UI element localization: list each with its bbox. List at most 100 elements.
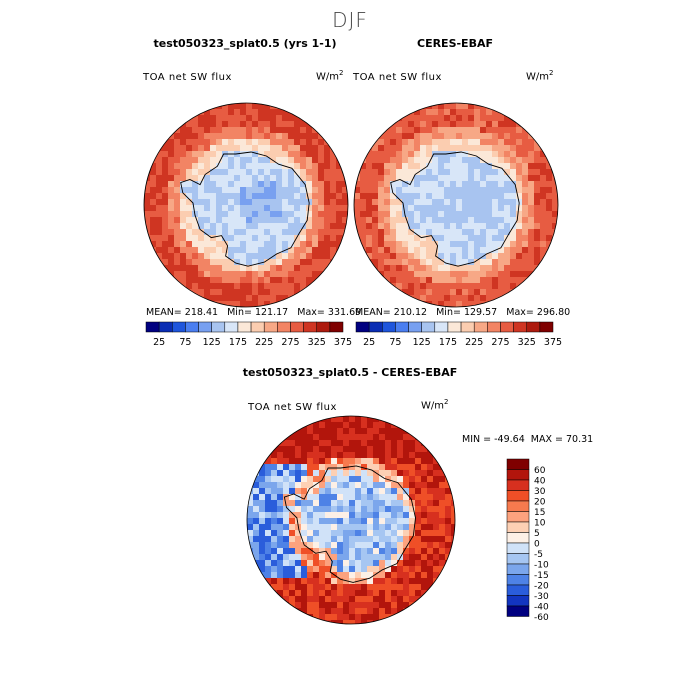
colorbar-tick-label: 20 <box>534 498 546 508</box>
colorbar-swatch <box>513 321 527 333</box>
colorbar-swatch <box>506 479 530 491</box>
colorbar-swatch <box>506 458 530 470</box>
colorbar-swatch <box>158 321 173 333</box>
colorbar-tick-label: 60 <box>534 466 546 476</box>
colorbar-swatch <box>506 553 530 565</box>
colorbar-swatch <box>434 321 449 333</box>
colorbar-swatch <box>506 595 530 607</box>
colorbar-swatch <box>237 321 252 333</box>
colorbar-swatch <box>421 321 436 333</box>
colorbar-tick-label: 10 <box>534 519 546 529</box>
colorbar-tick-label: 25 <box>153 337 165 348</box>
colorbar-tick-label: 225 <box>255 337 273 348</box>
colorbar-swatch <box>145 321 160 333</box>
colorbar-swatch <box>473 321 488 333</box>
colorbar-swatch <box>368 321 383 333</box>
colorbar-tick-label: 40 <box>534 477 546 487</box>
colorbar-tick-label: 25 <box>363 337 375 348</box>
colorbar-swatch <box>303 321 317 333</box>
colorbar-swatch <box>316 321 331 333</box>
colorbar-tick-label: -5 <box>534 550 543 560</box>
panel-3-units: W/m2 <box>421 398 449 412</box>
panel-2-variable: TOA net SW flux <box>353 72 442 83</box>
colorbar-tick-label: 175 <box>229 337 247 348</box>
colorbar-swatch <box>224 321 239 333</box>
colorbar-tick-label: 375 <box>334 337 352 348</box>
colorbar-swatch <box>506 584 530 596</box>
panel-3-title: test050323_splat0.5 - CERES-EBAF <box>242 366 458 379</box>
antarctica-coastline-2 <box>390 151 520 267</box>
colorbar-tick-label: 125 <box>203 337 221 348</box>
colorbar-swatch <box>539 321 554 333</box>
colorbar-swatch <box>506 490 530 502</box>
colorbar-swatch <box>460 321 475 333</box>
panel-1-stats: MEAN= 218.41 Min= 121.17 Max= 331.69 <box>146 307 362 318</box>
map-panel-2 <box>353 102 559 308</box>
colorbar-tick-label: 125 <box>413 337 431 348</box>
colorbar-swatch <box>526 321 541 333</box>
map-border-1 <box>143 102 349 308</box>
colorbar-swatch <box>506 532 530 544</box>
colorbar-tick-label: 325 <box>308 337 326 348</box>
map-field-1 <box>144 103 348 307</box>
panel-1-units: W/m2 <box>316 69 344 83</box>
colorbar-swatch <box>355 321 370 333</box>
colorbar-swatch <box>487 321 501 333</box>
colorbar-swatch <box>382 321 396 333</box>
colorbar-swatch <box>290 321 304 333</box>
panel-3-variable: TOA net SW flux <box>248 402 337 413</box>
map-border-3 <box>246 415 456 625</box>
colorbar-tick-label: -40 <box>534 603 549 613</box>
colorbar-swatch <box>277 321 291 333</box>
colorbar-tick-label: 225 <box>465 337 483 348</box>
colorbar-swatch <box>506 605 530 617</box>
colorbar-swatch <box>395 321 409 333</box>
colorbar-swatch <box>447 321 462 333</box>
panel-2-stats: MEAN= 210.12 Min= 129.57 Max= 296.80 <box>355 307 571 318</box>
map-panel-1 <box>143 102 349 308</box>
colorbar-swatch <box>506 542 530 554</box>
colorbar-swatch <box>211 321 226 333</box>
panel-1-title: test050323_splat0.5 (yrs 1-1) <box>153 37 337 50</box>
colorbar-swatch <box>506 511 530 523</box>
colorbar-tick-label: -30 <box>534 592 549 602</box>
colorbar-tick-label: 75 <box>179 337 191 348</box>
colorbar-swatch <box>506 521 530 533</box>
panel-1-variable: TOA net SW flux <box>143 72 232 83</box>
colorbar-1: 25 75 125 175 225 275 325 375 <box>145 321 352 348</box>
colorbar-tick-label: -10 <box>534 561 549 571</box>
colorbar-tick-label: 175 <box>439 337 457 348</box>
colorbar-tick-label: 5 <box>534 529 540 539</box>
colorbar-tick-label: 75 <box>389 337 401 348</box>
map-field-2 <box>354 103 558 307</box>
panel-3-stats: MIN = -49.64 MAX = 70.31 <box>462 434 594 445</box>
colorbar-tick-label: 275 <box>491 337 509 348</box>
colorbar-swatch <box>500 321 514 333</box>
colorbar-tick-label: 275 <box>281 337 299 348</box>
colorbar-tick-label: 15 <box>534 508 545 518</box>
colorbar-swatch <box>408 321 422 333</box>
colorbar-swatch <box>172 321 186 333</box>
colorbar-2: 25 75 125 175 225 275 325 375 <box>355 321 562 348</box>
colorbar-tick-label: -20 <box>534 582 549 592</box>
colorbar-swatch <box>506 574 530 586</box>
map-border-2 <box>353 102 559 308</box>
colorbar-tick-label: -15 <box>534 571 549 581</box>
colorbar-swatch <box>506 469 530 481</box>
colorbar-tick-label: -60 <box>534 613 549 623</box>
colorbar-tick-label: 0 <box>534 540 540 550</box>
colorbar-swatch <box>198 321 212 333</box>
panel-2-units: W/m2 <box>526 69 554 83</box>
colorbar-swatch <box>185 321 199 333</box>
colorbar-swatch <box>329 321 344 333</box>
panel-2-title: CERES-EBAF <box>417 37 493 50</box>
colorbar-tick-label: 375 <box>544 337 562 348</box>
antarctica-coastline-1 <box>180 151 310 267</box>
colorbar-swatch <box>263 321 278 333</box>
colorbar-tick-label: 325 <box>518 337 536 348</box>
figure-title: DJF <box>332 8 368 32</box>
colorbar-swatch <box>506 563 530 575</box>
antarctica-coastline-3 <box>283 465 416 583</box>
